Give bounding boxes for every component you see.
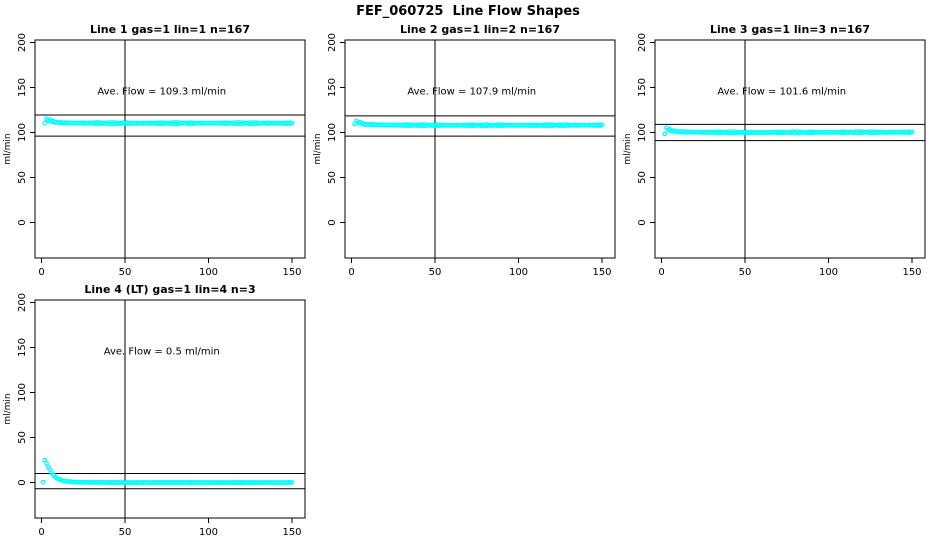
panel-title: Line 1 gas=1 lin=1 n=167 <box>90 23 250 36</box>
flow-data-points <box>662 125 915 137</box>
flow-point <box>44 460 49 466</box>
panel-line-1: Line 1 gas=1 lin=1 n=167 0 50 100 150 0 50 100 1… <box>0 22 310 280</box>
ave-flow-annotation: Ave. Flow = 0.5 ml/min <box>104 347 220 358</box>
panel-line-1-plot: Line 1 gas=1 lin=1 n=167 0 50 100 150 0 50 100 1… <box>3 23 306 278</box>
panel-title: Line 4 (LT) gas=1 lin=4 n=3 <box>84 283 255 296</box>
x-tick-label: 100 <box>199 527 218 538</box>
y-axis-label: ml/min <box>623 133 633 164</box>
flow-point <box>662 131 668 137</box>
y-tick-label: 200 <box>637 33 648 52</box>
y-tick-label: 150 <box>17 338 28 357</box>
x-tick-label: 150 <box>902 267 921 278</box>
ave-flow-annotation: Ave. Flow = 101.6 ml/min <box>717 87 846 98</box>
plot-frame <box>34 39 306 259</box>
ave-flow-annotation: Ave. Flow = 107.9 ml/min <box>407 87 536 98</box>
x-tick-label: 0 <box>38 267 44 278</box>
panel-line-3: Line 3 gas=1 lin=3 n=167 0 50 100 150 0 50 100 1… <box>620 22 930 280</box>
panel-title: Line 3 gas=1 lin=3 n=167 <box>710 23 870 36</box>
x-tick-label: 150 <box>282 527 301 538</box>
x-tick-label: 150 <box>592 267 611 278</box>
y-tick-label: 200 <box>327 33 338 52</box>
y-tick-label: 50 <box>637 171 648 184</box>
flow-point <box>289 479 295 485</box>
y-tick-label: 0 <box>327 219 338 225</box>
x-tick-label: 50 <box>119 527 132 538</box>
y-tick-label: 50 <box>17 171 28 184</box>
panel-line-4: Line 4 (LT) gas=1 lin=4 n=3 0 50 100 150 0 50 1… <box>0 282 310 540</box>
x-tick-label: 50 <box>429 267 442 278</box>
flow-data-points <box>352 118 605 129</box>
flow-point <box>909 129 915 135</box>
x-tick-label: 100 <box>509 267 528 278</box>
x-tick-label: 50 <box>739 267 752 278</box>
y-tick-label: 100 <box>17 123 28 142</box>
y-tick-label: 50 <box>327 171 338 184</box>
y-tick-label: 0 <box>17 479 28 485</box>
panel-line-3-plot: Line 3 gas=1 lin=3 n=167 0 50 100 150 0 50 100 1… <box>623 23 926 278</box>
y-tick-label: 0 <box>17 219 28 225</box>
x-tick-label: 150 <box>282 267 301 278</box>
panel-line-2-plot: Line 2 gas=1 lin=2 n=167 0 50 100 150 0 50 100 1… <box>313 23 616 278</box>
flow-point <box>42 120 48 126</box>
flow-point-outlier <box>40 479 46 485</box>
flow-point <box>599 122 605 128</box>
y-axis-label: ml/min <box>3 133 13 164</box>
y-tick-label: 50 <box>17 431 28 444</box>
flow-point <box>289 120 295 126</box>
y-axis-label: ml/min <box>313 133 323 164</box>
main-title: FEF_060725 Line Flow Shapes <box>356 4 580 19</box>
x-tick-label: 0 <box>38 527 44 538</box>
y-tick-label: 0 <box>637 219 648 225</box>
y-tick-label: 150 <box>637 78 648 97</box>
plot-frame <box>654 39 926 259</box>
panel-title: Line 2 gas=1 lin=2 n=167 <box>400 23 560 36</box>
y-axis-label: ml/min <box>3 393 13 424</box>
panel-line-4-plot: Line 4 (LT) gas=1 lin=4 n=3 0 50 100 150 0 50 1… <box>3 283 306 538</box>
ave-flow-annotation: Ave. Flow = 109.3 ml/min <box>97 87 226 98</box>
y-tick-label: 200 <box>17 33 28 52</box>
y-tick-label: 150 <box>17 78 28 97</box>
flow-data-points <box>42 116 295 127</box>
x-tick-label: 0 <box>348 267 354 278</box>
x-tick-label: 100 <box>819 267 838 278</box>
panel-line-2: Line 2 gas=1 lin=2 n=167 0 50 100 150 0 50 100 1… <box>310 22 620 280</box>
x-tick-label: 0 <box>658 267 664 278</box>
flow-data-points <box>40 457 295 486</box>
y-tick-label: 100 <box>17 383 28 402</box>
plot-frame <box>344 39 616 259</box>
y-tick-label: 150 <box>327 78 338 97</box>
x-tick-label: 50 <box>119 267 132 278</box>
plot-frame <box>34 299 306 519</box>
y-tick-label: 100 <box>327 123 338 142</box>
y-tick-label: 200 <box>17 293 28 312</box>
y-tick-label: 100 <box>637 123 648 142</box>
x-tick-label: 100 <box>199 267 218 278</box>
